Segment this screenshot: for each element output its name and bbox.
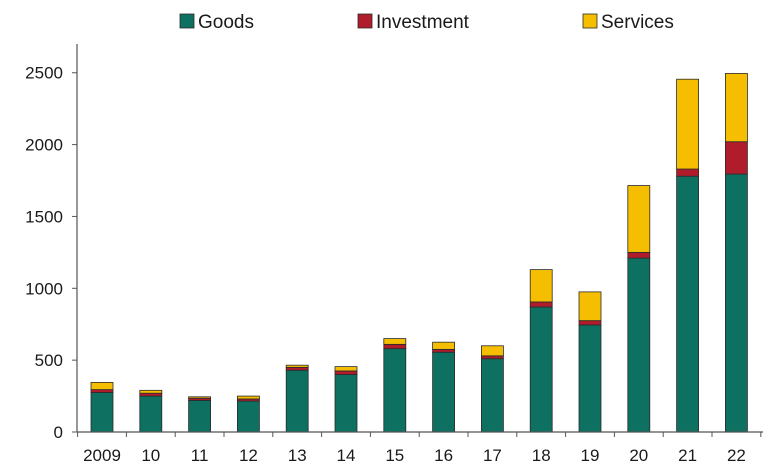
legend-label-goods: Goods (198, 12, 254, 33)
bar-services-16 (432, 341, 456, 350)
y-tick-label: 2000 (25, 136, 63, 155)
bar-services-2009 (90, 382, 114, 391)
bar-goods-18 (529, 306, 553, 433)
bar-investment-10 (139, 392, 163, 397)
bars (90, 73, 748, 433)
x-tick-label: 10 (141, 446, 160, 465)
x-tick-label: 21 (678, 446, 697, 465)
bar-investment-16 (432, 348, 456, 353)
y-tick-label: 2500 (25, 64, 63, 83)
bar-investment-14 (334, 370, 358, 375)
bar-goods-21 (676, 175, 699, 433)
x-tick-label: 22 (727, 446, 746, 465)
y-tick-label: 1500 (25, 207, 63, 226)
x-tick-label: 15 (385, 446, 404, 465)
bar-goods-17 (480, 358, 504, 433)
legend-label-investment: Investment (376, 12, 470, 33)
bar-investment-15 (383, 343, 407, 350)
bar-goods-19 (578, 324, 602, 433)
bar-services-18 (529, 269, 553, 303)
bar-investment-13 (285, 366, 309, 371)
legend-swatch-goods (179, 13, 195, 29)
bar-services-13 (285, 364, 309, 368)
x-tick-label: 14 (337, 446, 356, 465)
x-tick-label: 11 (191, 446, 209, 465)
bar-goods-12 (236, 400, 260, 433)
bar-services-14 (334, 366, 358, 372)
bar-investment-2009 (90, 389, 114, 393)
bar-goods-10 (139, 395, 163, 433)
y-tick-label: 0 (54, 423, 63, 442)
bar-investment-21 (676, 168, 699, 177)
x-tick-label: 20 (629, 446, 648, 465)
legend: Goods Investment Services (179, 12, 674, 33)
x-tick-label: 16 (434, 446, 453, 465)
bar-goods-20 (627, 257, 651, 433)
x-tick-label: 18 (532, 446, 551, 465)
bar-investment-22 (725, 141, 748, 175)
y-axis-ticks: 0 500 1000 1500 2000 2500 (25, 64, 77, 442)
x-axis-ticks: 2009 10 11 12 13 14 15 16 17 18 19 20 21 22 (77, 432, 762, 465)
y-tick-label: 500 (35, 351, 63, 370)
bar-services-19 (578, 291, 602, 322)
bar-goods-14 (334, 374, 358, 433)
bar-goods-2009 (90, 392, 114, 433)
x-tick-label: 13 (288, 446, 307, 465)
x-tick-label: 2009 (83, 446, 121, 465)
x-tick-label: 12 (239, 446, 258, 465)
bar-goods-11 (188, 399, 212, 433)
bar-investment-19 (578, 320, 602, 326)
axes (76, 44, 763, 433)
bar-goods-15 (383, 348, 407, 433)
x-tick-label: 19 (581, 446, 600, 465)
bar-goods-22 (725, 173, 748, 433)
bar-services-22 (725, 73, 748, 143)
x-tick-label: 17 (483, 446, 502, 465)
legend-swatch-services (582, 13, 598, 29)
legend-swatch-investment (357, 13, 373, 29)
bar-goods-13 (285, 369, 309, 433)
bar-services-11 (188, 396, 212, 399)
bar-investment-20 (627, 251, 651, 259)
bar-services-17 (480, 345, 504, 357)
y-tick-label: 1000 (25, 279, 63, 298)
bar-services-15 (383, 338, 407, 345)
legend-label-services: Services (601, 12, 674, 33)
bar-goods-16 (432, 351, 456, 433)
bar-investment-18 (529, 301, 553, 308)
bar-services-21 (676, 78, 699, 170)
bar-services-12 (236, 395, 260, 400)
bar-investment-17 (480, 355, 504, 360)
bar-services-10 (139, 389, 163, 394)
bar-services-20 (627, 185, 651, 253)
